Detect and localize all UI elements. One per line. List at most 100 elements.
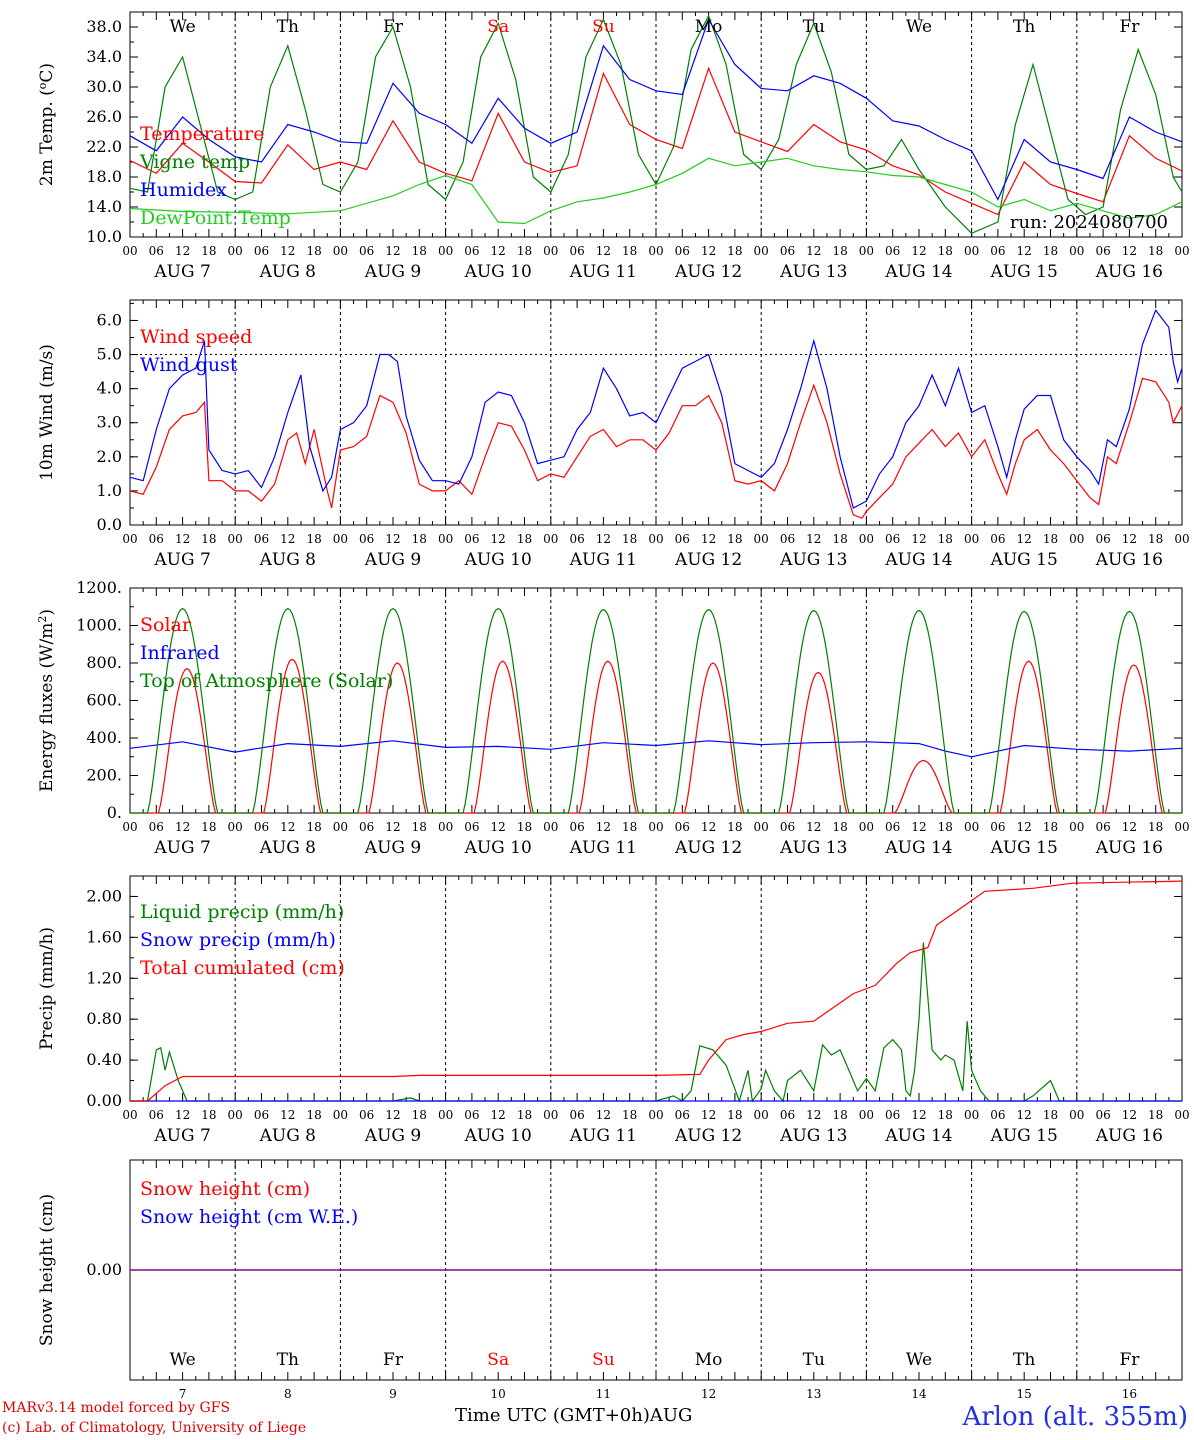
y-tick-label: 30.0 (86, 77, 122, 96)
legend-item: Snow precip (mm/h) (140, 929, 336, 951)
day-date-label: AUG 14 (884, 262, 952, 282)
y-tick-label: 0.0 (97, 515, 122, 534)
hour-tick-label: 12 (1017, 1108, 1032, 1122)
hour-tick-label: 00 (964, 1108, 979, 1122)
hour-tick-label: 06 (885, 1108, 900, 1122)
hour-tick-label: 00 (228, 820, 243, 834)
hour-tick-label: 00 (1174, 532, 1189, 546)
hour-tick-label: 06 (359, 532, 374, 546)
legend-item: DewPoint Temp (140, 207, 291, 229)
series-humidex (129, 18, 1183, 201)
day-date-label: AUG 12 (674, 838, 742, 858)
hour-tick-label: 00 (438, 820, 453, 834)
hour-tick-label: 12 (1017, 820, 1032, 834)
hour-tick-label: 00 (859, 532, 874, 546)
hour-tick-label: 18 (201, 820, 216, 834)
hour-tick-label: 06 (675, 244, 690, 258)
hour-tick-label: 00 (648, 532, 663, 546)
day-name-bottom: Fr (1119, 1350, 1140, 1370)
day-number-bottom: 12 (701, 1387, 716, 1401)
series-infrared (129, 740, 1183, 758)
hour-tick-label: 06 (990, 1108, 1005, 1122)
hour-tick-label: 00 (333, 820, 348, 834)
day-number-bottom: 16 (1122, 1387, 1137, 1401)
day-name-bottom: Tu (803, 1350, 825, 1370)
hour-tick-label: 00 (122, 820, 137, 834)
y-axis-label-4: Snow height (cm) (37, 1194, 57, 1346)
y-axis-label-2: Energy fluxes (W/m2) (36, 609, 57, 792)
hour-tick-label: 00 (543, 532, 558, 546)
hour-tick-label: 12 (806, 820, 821, 834)
hour-tick-label: 00 (648, 1108, 663, 1122)
day-date-label: AUG 7 (153, 1126, 210, 1146)
hour-tick-label: 00 (438, 532, 453, 546)
series-top-of-atmosphere-solar- (130, 607, 1182, 814)
hour-tick-label: 00 (964, 820, 979, 834)
hour-tick-label: 06 (675, 532, 690, 546)
hour-tick-label: 18 (517, 532, 532, 546)
hour-tick-label: 12 (806, 532, 821, 546)
hour-tick-label: 06 (569, 532, 584, 546)
legend-item: Humidex (140, 179, 227, 201)
y-tick-label: 26.0 (86, 107, 122, 126)
hour-tick-label: 12 (911, 820, 926, 834)
hour-tick-label: 06 (1095, 1108, 1110, 1122)
hour-tick-label: 18 (622, 244, 637, 258)
series-temperature (129, 66, 1183, 216)
hour-tick-label: 18 (201, 532, 216, 546)
day-date-label: AUG 15 (990, 1126, 1058, 1146)
hour-tick-label: 12 (1017, 244, 1032, 258)
hour-tick-label: 00 (648, 244, 663, 258)
hour-tick-label: 06 (149, 244, 164, 258)
hour-tick-label: 18 (622, 532, 637, 546)
day-name-bottom: We (170, 1350, 196, 1370)
y-tick-label: 0.40 (86, 1050, 122, 1069)
run-label: run: 2024080700 (1010, 212, 1168, 233)
hour-tick-label: 06 (885, 244, 900, 258)
day-date-label: AUG 9 (364, 262, 421, 282)
day-date-label: AUG 9 (364, 550, 421, 570)
y-tick-label: 600. (86, 691, 122, 710)
day-date-label: AUG 8 (259, 1126, 316, 1146)
day-date-label: AUG 10 (464, 838, 532, 858)
station-name: Arlon (alt. 355m) (962, 1402, 1188, 1432)
series-liquid-precip-mm-h- (130, 942, 1182, 1103)
day-name-top: Su (592, 17, 615, 37)
hour-tick-label: 18 (832, 1108, 847, 1122)
hour-tick-label: 12 (596, 244, 611, 258)
day-date-label: AUG 16 (1095, 838, 1163, 858)
y-tick-label: 34.0 (86, 47, 122, 66)
y-tick-label: 5.0 (97, 345, 122, 364)
hour-tick-label: 18 (727, 532, 742, 546)
hour-tick-label: 12 (806, 244, 821, 258)
y-tick-label: 4.0 (97, 379, 122, 398)
hour-tick-label: 00 (859, 1108, 874, 1122)
hour-tick-label: 06 (254, 244, 269, 258)
sq-sup: 2 (36, 616, 49, 623)
series-wind-speed (129, 377, 1183, 519)
hour-tick-label: 00 (122, 532, 137, 546)
hour-tick-label: 18 (727, 820, 742, 834)
degree-unit: C) (37, 63, 57, 83)
hour-tick-label: 06 (990, 532, 1005, 546)
y-tick-label: 0.80 (86, 1009, 122, 1028)
hour-tick-label: 12 (1017, 532, 1032, 546)
hour-tick-label: 06 (1095, 820, 1110, 834)
day-number-bottom: 14 (911, 1387, 927, 1401)
hour-tick-label: 12 (1122, 820, 1137, 834)
day-date-label: AUG 8 (259, 262, 316, 282)
y-tick-label: 400. (86, 728, 122, 747)
hour-tick-label: 18 (727, 1108, 742, 1122)
y-axis-label-0: 2m Temp. (oC) (36, 63, 57, 186)
hour-tick-label: 00 (438, 244, 453, 258)
hour-tick-label: 18 (1148, 1108, 1163, 1122)
hour-tick-label: 00 (1069, 820, 1084, 834)
day-date-label: AUG 12 (674, 262, 742, 282)
hour-tick-label: 18 (1043, 1108, 1058, 1122)
hour-tick-label: 12 (175, 532, 190, 546)
day-date-label: AUG 10 (464, 1126, 532, 1146)
legend-item: Temperature (140, 123, 264, 145)
degree-sup: o (36, 82, 49, 89)
y-tick-label: 1000. (76, 616, 122, 635)
series-vigne-temp (129, 14, 1183, 235)
